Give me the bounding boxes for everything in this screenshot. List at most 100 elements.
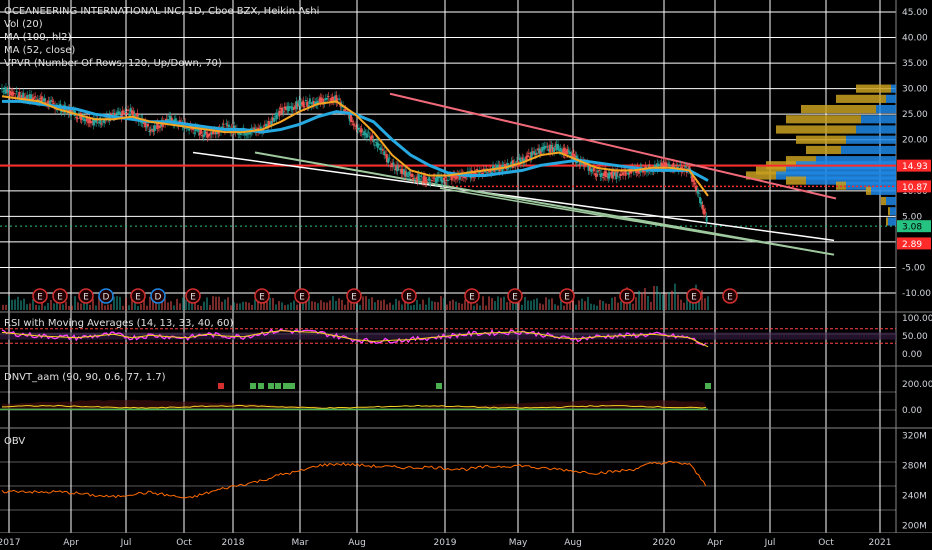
candle — [278, 110, 281, 117]
event-marker-e[interactable]: E — [32, 288, 48, 304]
vpvr-down-11 — [786, 176, 806, 185]
event-marker-e[interactable]: E — [507, 288, 523, 304]
candle — [188, 128, 191, 131]
volume-bar — [446, 304, 448, 310]
event-marker-e[interactable]: E — [464, 288, 480, 304]
candle — [566, 148, 569, 154]
event-marker-e[interactable]: E — [185, 288, 201, 304]
volume-bar — [98, 296, 100, 310]
event-marker-e[interactable]: E — [346, 288, 362, 304]
volume-bar — [113, 296, 115, 310]
candle — [429, 182, 432, 184]
volume-bar — [323, 302, 325, 310]
event-marker-e[interactable]: E — [401, 288, 417, 304]
event-marker-e[interactable]: E — [52, 288, 68, 304]
candle — [346, 110, 349, 112]
candle — [611, 171, 614, 179]
volume-bar — [185, 299, 187, 310]
event-letter: E — [691, 293, 697, 303]
candle — [44, 101, 47, 103]
candle — [663, 162, 666, 167]
indicator-ma52[interactable]: MA (52, close) — [4, 45, 76, 56]
candle — [538, 148, 541, 154]
candle — [470, 170, 473, 177]
vpvr-down-9 — [756, 166, 786, 175]
symbol-title[interactable]: OCEANEERING INTERNATIONAL INC, 1D, Cboe … — [4, 6, 320, 17]
indicator-ma100[interactable]: MA (100, hl2) — [4, 32, 72, 43]
volume-bar — [80, 303, 82, 310]
time-label-13: Jul — [764, 538, 776, 548]
obv-label[interactable]: OBV — [4, 436, 26, 447]
volume-bar — [449, 301, 451, 310]
candle — [407, 175, 410, 178]
event-marker-e[interactable]: E — [130, 288, 146, 304]
candle — [486, 172, 489, 174]
event-marker-d[interactable]: D — [98, 288, 114, 304]
candle — [594, 173, 597, 176]
vpvr-up-0 — [891, 84, 896, 93]
candle — [113, 113, 116, 118]
volume-bar — [38, 305, 40, 310]
candle — [588, 166, 591, 171]
candle — [607, 173, 610, 179]
volume-bar — [668, 292, 670, 310]
candle — [691, 175, 694, 182]
volume-bar — [371, 297, 373, 310]
indicator-vpvr[interactable]: VPVR (Number Of Rows, 120, Up/Down, 70) — [4, 58, 222, 69]
candle — [436, 175, 439, 182]
rsi-label[interactable]: RSI with Moving Averages (14, 13, 33, 40… — [4, 318, 234, 329]
price-tag-last: 3.08 — [902, 223, 922, 233]
rsi-pane — [0, 328, 896, 348]
candle — [288, 107, 291, 109]
candle — [700, 202, 703, 205]
vpvr-down-5 — [796, 135, 846, 144]
volume-bar — [119, 296, 121, 310]
candle — [210, 132, 213, 135]
candle — [245, 134, 248, 136]
volume-bar — [593, 304, 595, 310]
event-marker-e[interactable]: E — [619, 288, 635, 304]
candle — [212, 131, 215, 135]
volume-bar — [182, 297, 184, 310]
vpvr-up-7 — [816, 156, 896, 165]
event-marker-e[interactable]: E — [254, 288, 270, 304]
indicator-vol[interactable]: Vol (20) — [4, 19, 43, 30]
dnvt-label[interactable]: DNVT_aam (90, 90, 0.6, 77, 1.7) — [4, 372, 166, 383]
event-letter: E — [624, 293, 630, 303]
candle — [314, 101, 317, 104]
volume-bar — [653, 285, 655, 310]
event-marker-e[interactable]: E — [294, 288, 310, 304]
volume-bar — [377, 300, 379, 310]
candle — [1, 88, 3, 90]
event-marker-e[interactable]: E — [686, 288, 702, 304]
candle — [52, 102, 55, 104]
candle — [34, 96, 37, 98]
candle — [169, 116, 172, 121]
event-marker-e[interactable]: E — [78, 288, 94, 304]
event-circle — [32, 288, 48, 304]
candle — [442, 177, 445, 180]
candle — [379, 147, 382, 151]
event-marker-d[interactable]: D — [150, 288, 166, 304]
candle — [72, 110, 75, 112]
candle — [215, 130, 218, 135]
candle — [352, 123, 355, 126]
obv-scale-1: 280M — [902, 462, 927, 472]
volume-bar — [155, 301, 157, 310]
volume-bar — [569, 299, 571, 310]
candle — [400, 168, 403, 174]
price-tag-res1: 14.93 — [902, 162, 928, 172]
event-marker-e[interactable]: E — [559, 288, 575, 304]
rsi-scale-1: 50.00 — [902, 332, 928, 342]
candle — [499, 166, 502, 168]
candle — [521, 157, 524, 160]
event-circle — [722, 288, 738, 304]
event-circle — [52, 288, 68, 304]
ma52-line — [1, 95, 709, 197]
event-marker-e[interactable]: E — [722, 288, 738, 304]
candle — [298, 100, 301, 107]
candle — [373, 144, 376, 146]
volume-bar — [350, 300, 352, 310]
